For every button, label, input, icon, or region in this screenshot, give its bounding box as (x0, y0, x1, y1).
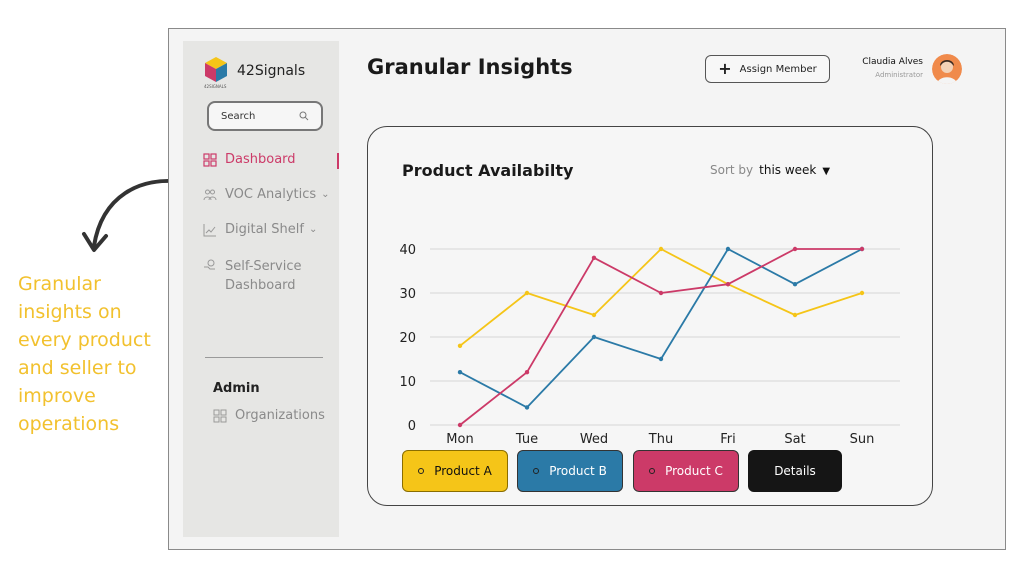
sidebar-item-label: Dashboard (225, 152, 296, 167)
data-point (658, 356, 664, 362)
page-title: Granular Insights (367, 55, 573, 79)
logo-subtext: 42SIGNALS (204, 84, 227, 89)
details-button[interactable]: Details (748, 450, 842, 492)
admin-heading: Admin (213, 381, 260, 396)
circle-icon (533, 468, 540, 474)
sidebar: 42SIGNALS 42Signals Search Dashboard (183, 41, 339, 537)
product-a-button[interactable]: Product A (402, 450, 508, 492)
data-point (792, 246, 798, 252)
data-point (658, 290, 664, 296)
user-role: Administrator (875, 71, 923, 79)
sidebar-item-label: Self-Service Dashboard (225, 259, 302, 293)
data-point (792, 312, 798, 318)
sort-label: Sort by (710, 163, 754, 177)
product-c-button[interactable]: Product C (633, 450, 739, 492)
caret-down-icon: ▼ (822, 166, 831, 177)
sort-dropdown[interactable]: Sort by this week ▼ (710, 163, 830, 177)
chevron-down-icon: ⌄ (321, 189, 330, 200)
series-line (459, 248, 863, 409)
brand-name: 42Signals (237, 63, 306, 79)
x-tick-label: Sun (850, 432, 875, 447)
sidebar-divider (205, 357, 323, 358)
data-point (524, 290, 530, 296)
sidebar-item-voc-analytics[interactable]: VOC Analytics ⌄ (203, 187, 343, 202)
data-point (591, 255, 597, 260)
product-availability-card: Product Availabilty Sort by this week ▼ 0 1… (367, 126, 933, 506)
circle-icon (649, 468, 656, 474)
sort-value: this week (759, 163, 817, 177)
sidebar-item-label: Digital Shelf (225, 222, 304, 237)
gear-hand-icon (204, 259, 215, 270)
search-label: Search (221, 110, 256, 122)
data-point (725, 282, 731, 287)
product-c-label: Product C (665, 464, 723, 478)
data-point (457, 370, 463, 375)
y-tick-label: 30 (399, 287, 416, 302)
sidebar-item-label: VOC Analytics (225, 187, 317, 202)
y-tick-label: 40 (399, 243, 416, 258)
series-line (459, 248, 863, 347)
sidebar-item-label: Organizations (235, 408, 325, 423)
data-point (524, 370, 530, 375)
active-indicator (337, 153, 339, 169)
assign-member-label: Assign Member (739, 63, 817, 75)
data-point (859, 290, 865, 296)
app-window: 42SIGNALS 42Signals Search Dashboard (168, 28, 1006, 550)
x-tick-label: Tue (515, 432, 538, 447)
data-point (591, 334, 597, 340)
data-point (524, 405, 530, 410)
y-tick-label: 10 (399, 375, 416, 390)
chart-title: Product Availabilty (402, 161, 574, 180)
grid-icon (203, 153, 217, 167)
search-input[interactable]: Search (207, 101, 323, 131)
plus-icon: + (718, 59, 732, 78)
data-point (658, 246, 664, 252)
grid-icon (213, 409, 227, 423)
data-point (792, 282, 798, 287)
users-icon (203, 189, 217, 201)
marketing-caption: Granular insights on every product and s… (18, 273, 151, 435)
line-chart: 0 10 20 30 40 Mon Tue Wed Thu Fri Sat Sun (399, 243, 900, 447)
x-tick-label: Wed (580, 432, 608, 447)
y-tick-label: 20 (399, 331, 416, 346)
search-icon (299, 111, 309, 121)
x-tick-label: Thu (648, 432, 673, 447)
x-tick-label: Sat (784, 432, 805, 447)
sidebar-item-dashboard[interactable]: Dashboard (203, 152, 343, 167)
user-name: Claudia Alves (862, 57, 923, 67)
circle-icon (418, 468, 425, 474)
product-a-label: Product A (434, 464, 492, 478)
y-tick-label: 0 (408, 419, 416, 434)
sidebar-item-digital-shelf[interactable]: Digital Shelf ⌄ (203, 222, 343, 237)
product-b-label: Product B (549, 464, 607, 478)
sidebar-item-organizations[interactable]: Organizations (213, 408, 353, 423)
assign-member-button[interactable]: + Assign Member (705, 55, 830, 83)
chevron-down-icon: ⌄ (308, 224, 318, 235)
data-point (859, 246, 865, 252)
brand-logo-icon: 42SIGNALS (204, 57, 227, 89)
avatar[interactable] (932, 54, 962, 84)
data-point (457, 422, 463, 428)
trend-icon (203, 224, 216, 237)
sidebar-item-self-service-dashboard[interactable]: Self-Service Dashboard (203, 257, 343, 295)
data-point (725, 246, 731, 252)
data-point (591, 312, 597, 318)
x-tick-label: Mon (446, 432, 473, 447)
data-point (457, 343, 463, 348)
product-b-button[interactable]: Product B (517, 450, 623, 492)
x-tick-label: Fri (720, 432, 736, 447)
